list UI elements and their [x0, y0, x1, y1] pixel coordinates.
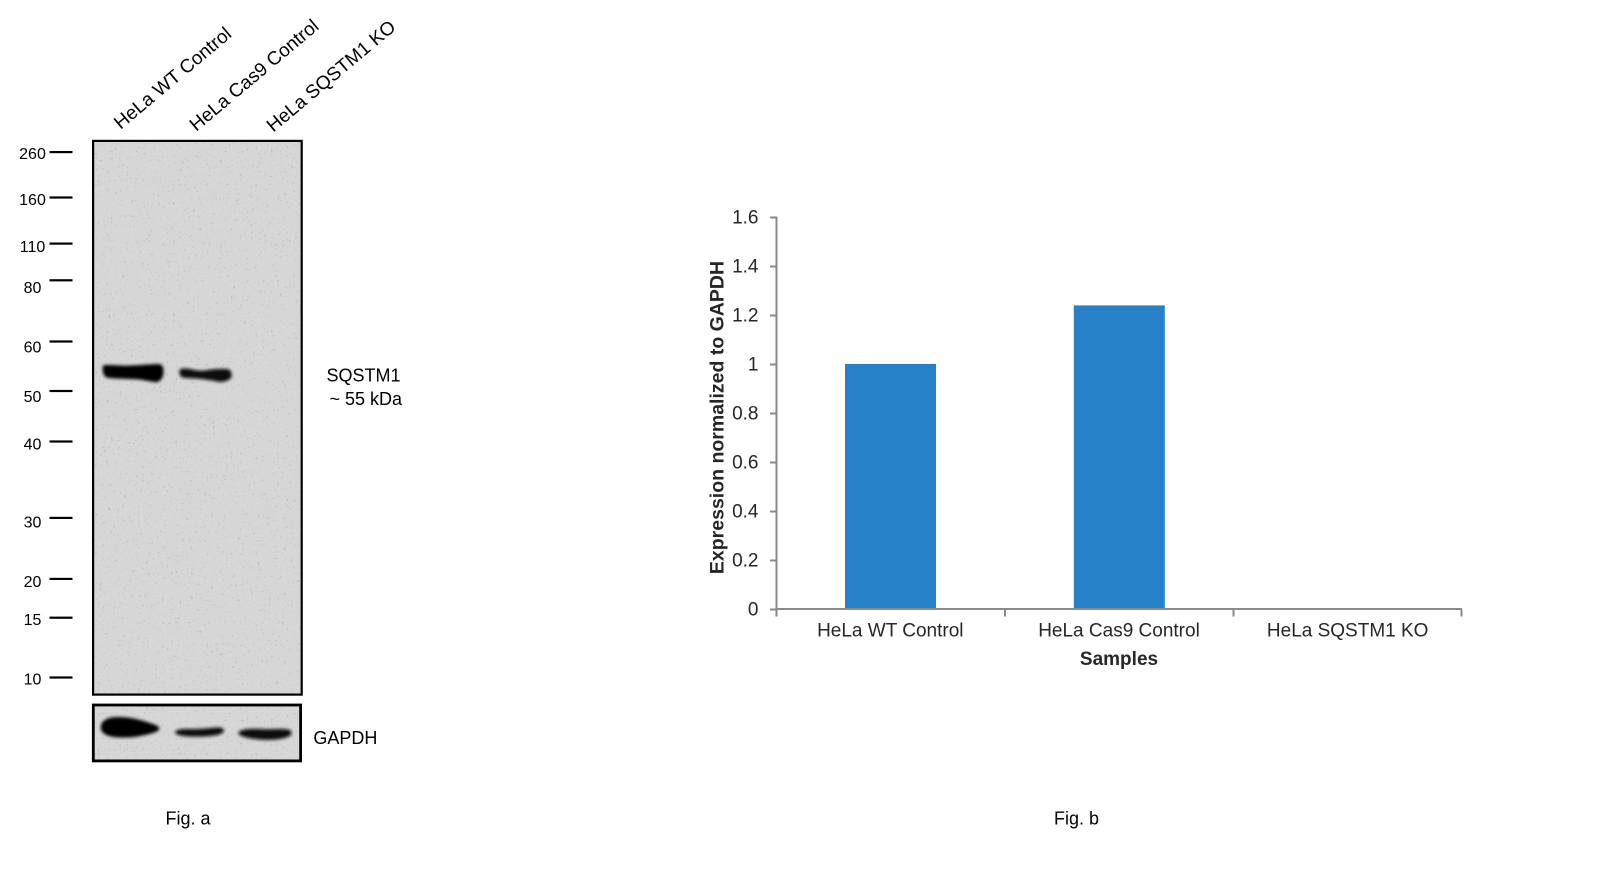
svg-text:160: 160 [19, 192, 46, 209]
svg-text:~ 55 kDa: ~ 55 kDa [330, 389, 404, 409]
svg-text:10: 10 [24, 671, 42, 688]
svg-text:HeLa SQSTM1 KO: HeLa SQSTM1 KO [1267, 621, 1429, 642]
svg-text:80: 80 [24, 280, 42, 297]
svg-text:1.4: 1.4 [732, 256, 759, 277]
svg-text:SQSTM1: SQSTM1 [327, 366, 401, 386]
svg-text:Expression normalized to GAPDH: Expression normalized to GAPDH [707, 261, 729, 574]
svg-text:HeLa SQSTM1 KO: HeLa SQSTM1 KO [263, 17, 400, 137]
svg-text:HeLa Cas9 Control: HeLa Cas9 Control [1038, 621, 1200, 642]
svg-text:0: 0 [748, 599, 759, 620]
svg-text:40: 40 [24, 437, 42, 454]
svg-text:0.4: 0.4 [732, 501, 759, 522]
svg-text:0.8: 0.8 [732, 403, 758, 424]
svg-text:260: 260 [19, 146, 46, 163]
svg-text:15: 15 [24, 612, 42, 629]
svg-text:0.2: 0.2 [732, 550, 758, 571]
svg-text:1.2: 1.2 [732, 305, 758, 326]
svg-text:0.6: 0.6 [732, 452, 758, 473]
svg-text:Samples: Samples [1080, 649, 1158, 670]
svg-text:HeLa Cas9 Control: HeLa Cas9 Control [186, 16, 323, 136]
svg-text:1: 1 [748, 354, 759, 375]
svg-text:Fig. a: Fig. a [165, 808, 211, 828]
svg-text:60: 60 [24, 340, 42, 357]
svg-text:GAPDH: GAPDH [313, 728, 377, 748]
svg-text:Fig. b: Fig. b [1054, 808, 1099, 828]
svg-text:110: 110 [20, 239, 46, 256]
svg-text:1.6: 1.6 [732, 207, 758, 228]
svg-text:20: 20 [24, 574, 42, 591]
svg-text:50: 50 [24, 389, 42, 406]
svg-text:HeLa WT Control: HeLa WT Control [817, 621, 963, 642]
svg-text:30: 30 [24, 514, 42, 531]
